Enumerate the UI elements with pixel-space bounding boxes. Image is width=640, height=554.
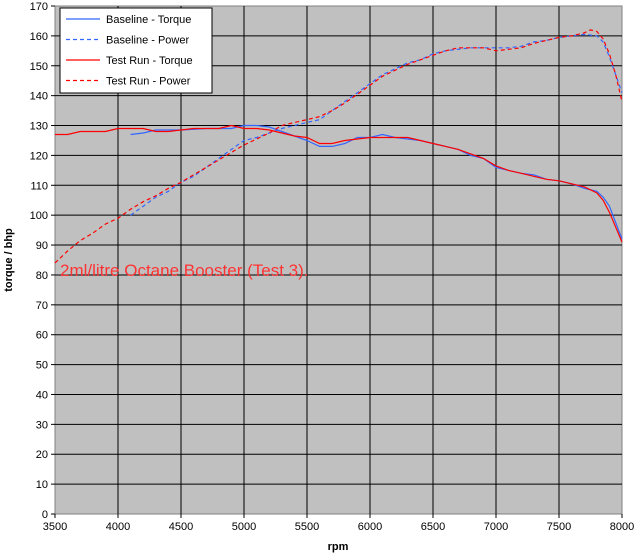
y-tick-label: 20 [36,449,48,461]
y-tick-label: 150 [30,61,48,73]
y-tick-label: 120 [30,150,48,162]
x-tick-label: 5000 [232,521,256,533]
legend-box [59,7,213,94]
y-tick-label: 70 [36,300,48,312]
x-tick-label: 4000 [106,521,130,533]
y-tick-label: 30 [36,419,48,431]
legend-label: Test Run - Torque [106,55,193,67]
y-tick-label: 170 [30,1,48,13]
y-tick-label: 100 [30,210,48,222]
series-line-3 [55,124,623,243]
y-tick-label: 60 [36,330,48,342]
y-tick-label: 90 [36,240,48,252]
y-tick-label: 140 [30,91,48,103]
y-axis-title: torque / bhp [3,228,15,292]
x-tick-label: 6000 [358,521,382,533]
series-line-4 [54,29,623,264]
x-tick-label: 8000 [610,521,634,533]
y-tick-label: 0 [42,509,48,521]
y-tick-label: 80 [36,270,48,282]
x-tick-label: 7500 [547,521,571,533]
y-tick-label: 10 [36,479,48,491]
gridlines [55,6,622,514]
x-axis-ticks: 3500 4000 4500 5000 5500 6000 6500 7000 7500 8000 [43,514,634,533]
series-layer [54,29,623,264]
legend-label: Baseline - Torque [106,14,191,26]
x-tick-label: 6500 [421,521,445,533]
y-tick-label: 50 [36,360,48,372]
x-tick-label: 3500 [43,521,67,533]
x-tick-label: 5500 [295,521,319,533]
y-axis-ticks: 0 10 20 30 40 50 60 70 80 90 100 110 120 130 140 150 160… [30,1,55,521]
x-tick-label: 4500 [169,521,193,533]
y-tick-label: 110 [30,180,48,192]
y-tick-label: 40 [36,389,48,401]
x-tick-label: 7000 [484,521,508,533]
annotation-text: 2ml/litre Octane Booster (Test 3). [60,261,308,280]
legend-label: Baseline - Power [106,35,189,47]
legend: Baseline - Torque Baseline - Power Test Ru… [59,7,213,94]
x-axis-title: rpm [328,541,349,553]
y-tick-label: 160 [30,31,48,43]
legend-label: Test Run - Power [106,76,191,88]
y-tick-label: 130 [30,121,48,133]
